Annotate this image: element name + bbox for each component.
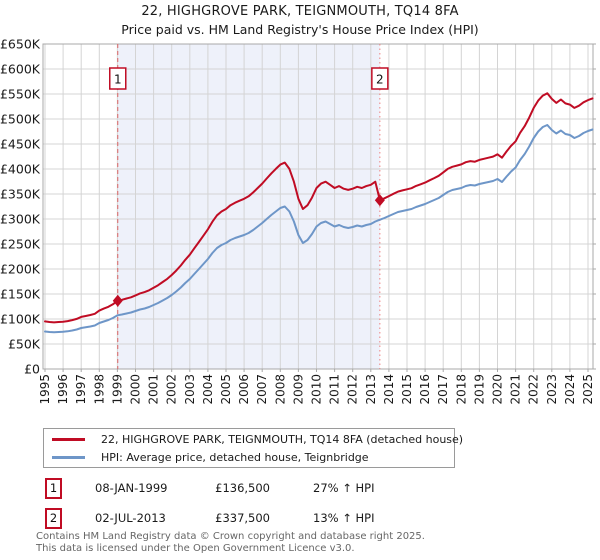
svg-text:1997: 1997 [74, 374, 88, 405]
svg-text:£50K: £50K [8, 337, 41, 352]
svg-text:£0: £0 [24, 362, 40, 377]
svg-text:£500K: £500K [0, 112, 41, 127]
sale-2-price: £337,500 [215, 511, 270, 525]
license-footer: Contains HM Land Registry data © Crown c… [36, 531, 425, 554]
sale-2-number-badge: 2 [45, 508, 62, 529]
svg-text:2: 2 [376, 73, 384, 87]
svg-text:1995: 1995 [38, 374, 52, 405]
svg-text:2007: 2007 [255, 374, 269, 405]
svg-text:£650K: £650K [0, 37, 41, 52]
svg-text:2014: 2014 [382, 374, 396, 405]
svg-text:2017: 2017 [436, 374, 450, 405]
legend-label-hpi: HPI: Average price, detached house, Teig… [101, 450, 369, 464]
legend-item-hpi: HPI: Average price, detached house, Teig… [44, 450, 454, 465]
svg-text:2002: 2002 [165, 374, 179, 405]
sale-annotation-row-1: 1 08-JAN-1999 £136,500 27% ↑ HPI [0, 478, 600, 500]
svg-text:2025: 2025 [581, 374, 595, 405]
svg-text:2009: 2009 [291, 374, 305, 405]
svg-text:2000: 2000 [129, 374, 143, 405]
svg-text:2016: 2016 [418, 374, 432, 405]
sale-1-price: £136,500 [215, 481, 270, 495]
svg-text:2022: 2022 [527, 374, 541, 405]
svg-text:2013: 2013 [364, 374, 378, 405]
sale-1-date: 08-JAN-1999 [95, 481, 168, 495]
legend-label-property: 22, HIGHGROVE PARK, TEIGNMOUTH, TQ14 8FA… [101, 432, 464, 446]
svg-text:2004: 2004 [201, 374, 215, 405]
sale-1-number-badge: 1 [45, 478, 62, 499]
svg-text:2023: 2023 [545, 374, 559, 405]
svg-text:2006: 2006 [237, 374, 251, 405]
svg-text:2008: 2008 [273, 374, 287, 405]
svg-text:£150K: £150K [0, 287, 41, 302]
sale-2-date: 02-JUL-2013 [95, 511, 166, 525]
svg-text:2021: 2021 [509, 374, 523, 405]
svg-text:£200K: £200K [0, 262, 41, 277]
svg-text:1996: 1996 [56, 374, 70, 405]
svg-text:£450K: £450K [0, 137, 41, 152]
svg-text:2001: 2001 [147, 374, 161, 405]
property-line-swatch [52, 437, 85, 441]
svg-text:£550K: £550K [0, 87, 41, 102]
svg-text:2018: 2018 [454, 374, 468, 405]
svg-text:2011: 2011 [328, 374, 342, 405]
svg-text:2005: 2005 [219, 374, 233, 405]
svg-text:1998: 1998 [92, 374, 106, 405]
chart-legend: 22, HIGHGROVE PARK, TEIGNMOUTH, TQ14 8FA… [43, 428, 463, 468]
svg-text:1999: 1999 [110, 374, 124, 405]
svg-text:2010: 2010 [310, 374, 324, 405]
sale-2-hpi-delta: 13% ↑ HPI [313, 511, 375, 525]
svg-text:£100K: £100K [0, 312, 41, 327]
svg-text:2012: 2012 [346, 374, 360, 405]
license-footer-line1: Contains HM Land Registry data © Crown c… [36, 531, 425, 542]
svg-text:2024: 2024 [563, 374, 577, 405]
svg-text:£250K: £250K [0, 237, 41, 252]
svg-text:1: 1 [114, 73, 122, 87]
sale-annotation-row-2: 2 02-JUL-2013 £337,500 13% ↑ HPI [0, 508, 600, 530]
legend-item-property: 22, HIGHGROVE PARK, TEIGNMOUTH, TQ14 8FA… [44, 432, 463, 447]
svg-text:2003: 2003 [183, 374, 197, 405]
svg-text:2019: 2019 [472, 374, 486, 405]
svg-text:£600K: £600K [0, 62, 41, 77]
page-title: 22, HIGHGROVE PARK, TEIGNMOUTH, TQ14 8FA [141, 4, 459, 19]
svg-text:£350K: £350K [0, 187, 41, 202]
svg-text:£300K: £300K [0, 212, 41, 227]
svg-text:2015: 2015 [400, 374, 414, 405]
sale-1-hpi-delta: 27% ↑ HPI [313, 481, 375, 495]
page-subtitle: Price paid vs. HM Land Registry's House … [121, 22, 479, 37]
price-history-chart: 1995 1996 1997 1998 1999 2000 2001 2002 2003 2004… [0, 37, 596, 405]
svg-text:£400K: £400K [0, 162, 41, 177]
hpi-line-swatch [52, 455, 85, 459]
license-footer-line2: This data is licensed under the Open Gov… [36, 542, 355, 554]
svg-text:2020: 2020 [491, 374, 505, 405]
